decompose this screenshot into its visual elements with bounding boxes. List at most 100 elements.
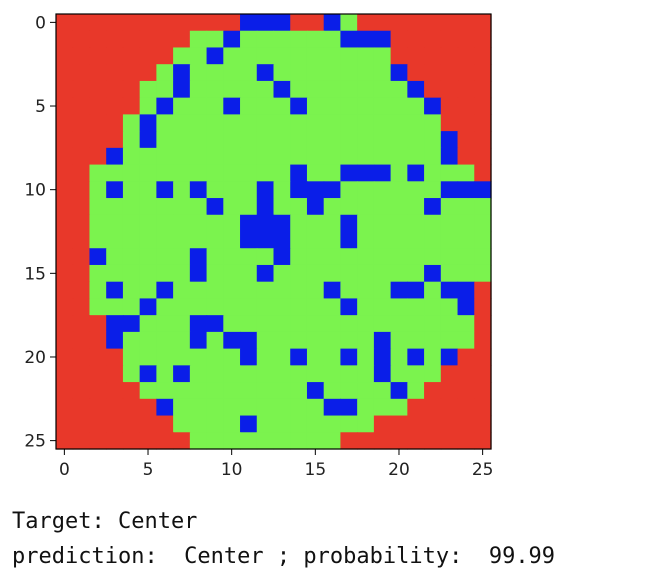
heatmap-cell [306, 198, 325, 216]
heatmap-cell [56, 231, 74, 249]
heatmap-cell [223, 231, 241, 249]
heatmap-cell [256, 114, 275, 132]
heatmap-cell [407, 214, 425, 233]
heatmap-cell [72, 415, 91, 433]
heatmap-cell [106, 80, 124, 99]
heatmap-cell [223, 198, 241, 216]
heatmap-cell [173, 398, 191, 417]
heatmap-cell [273, 114, 291, 132]
heatmap-cell [206, 315, 224, 333]
heatmap-cell [139, 80, 157, 99]
heatmap-cell [156, 14, 174, 32]
heatmap-cell [72, 432, 91, 450]
heatmap-cell [323, 30, 342, 49]
prediction-output-line: prediction: Center ; probability: 99.99 [12, 544, 556, 569]
heatmap-cell [139, 198, 157, 216]
heatmap-cell [256, 331, 275, 350]
heatmap-cell [189, 114, 208, 132]
heatmap-cell [273, 398, 291, 417]
heatmap-cell [173, 47, 191, 65]
heatmap-cell [256, 248, 275, 266]
heatmap-cell [407, 382, 425, 400]
heatmap-cell [474, 248, 492, 266]
heatmap-cell [290, 231, 308, 249]
heatmap-cell [457, 114, 475, 132]
heatmap-cell [189, 348, 208, 366]
heatmap-cell [306, 114, 325, 132]
heatmap-cell [72, 365, 91, 383]
heatmap-cell [440, 315, 459, 333]
heatmap-cell [189, 398, 208, 417]
x-tick-label: 25 [472, 460, 494, 480]
heatmap-cell [407, 231, 425, 249]
heatmap-cell [440, 47, 459, 65]
heatmap-cell [474, 315, 492, 333]
heatmap-cell [256, 131, 275, 149]
heatmap-cell [89, 331, 107, 350]
heatmap-cell [273, 231, 291, 249]
heatmap-cell [457, 181, 475, 199]
y-tick-label: 20 [24, 348, 46, 368]
heatmap-cell [122, 248, 141, 266]
heatmap-cell [72, 181, 91, 199]
heatmap-cell [256, 298, 275, 316]
heatmap-cell [240, 264, 258, 283]
heatmap-cell [306, 298, 325, 316]
heatmap-cell [206, 114, 224, 132]
heatmap-cell [373, 131, 392, 149]
heatmap-cell [206, 264, 224, 283]
heatmap-cell [340, 331, 358, 350]
heatmap-cell [173, 97, 191, 115]
heatmap-cell [56, 298, 74, 316]
heatmap-cell [223, 164, 241, 182]
heatmap-cell [340, 30, 358, 49]
x-tick-label: 5 [143, 460, 154, 480]
heatmap-cell [89, 231, 107, 249]
heatmap-cell [89, 47, 107, 65]
heatmap-cell [72, 214, 91, 233]
heatmap-cell [89, 80, 107, 99]
heatmap-cell [206, 432, 224, 450]
heatmap-cell [440, 264, 459, 283]
heatmap-cell [139, 315, 157, 333]
heatmap-cell [474, 231, 492, 249]
heatmap-cell [290, 315, 308, 333]
heatmap-cell [340, 248, 358, 266]
heatmap-cell [407, 432, 425, 450]
heatmap-cell [357, 80, 375, 99]
heatmap-cell [440, 214, 459, 233]
heatmap-cell [173, 64, 191, 82]
heatmap-cell [440, 147, 459, 166]
heatmap-cell [474, 80, 492, 99]
heatmap-cell [206, 415, 224, 433]
heatmap-cell [340, 181, 358, 199]
heatmap-cell [106, 97, 124, 115]
y-tick-label: 25 [24, 432, 46, 452]
heatmap-cell [173, 298, 191, 316]
heatmap-cell [474, 264, 492, 283]
heatmap-cell [139, 248, 157, 266]
heatmap-cell [373, 382, 392, 400]
heatmap-cell [122, 331, 141, 350]
heatmap-cell [457, 382, 475, 400]
heatmap-cell [240, 331, 258, 350]
heatmap-cell [323, 264, 342, 283]
heatmap-cell [457, 231, 475, 249]
heatmap-cell [240, 147, 258, 166]
heatmap-cell [390, 114, 408, 132]
heatmap-cell [56, 415, 74, 433]
heatmap-cell [206, 298, 224, 316]
heatmap-cell [139, 30, 157, 49]
heatmap-cell [290, 214, 308, 233]
heatmap-cell [173, 432, 191, 450]
heatmap-cell [139, 14, 157, 32]
heatmap-cell [407, 315, 425, 333]
heatmap-cell [323, 248, 342, 266]
heatmap-cell [223, 214, 241, 233]
heatmap-cell [106, 281, 124, 300]
heatmap-cell [206, 80, 224, 99]
heatmap-cell [156, 298, 174, 316]
heatmap-cell [373, 432, 392, 450]
heatmap-cell [122, 432, 141, 450]
heatmap-cell [173, 214, 191, 233]
